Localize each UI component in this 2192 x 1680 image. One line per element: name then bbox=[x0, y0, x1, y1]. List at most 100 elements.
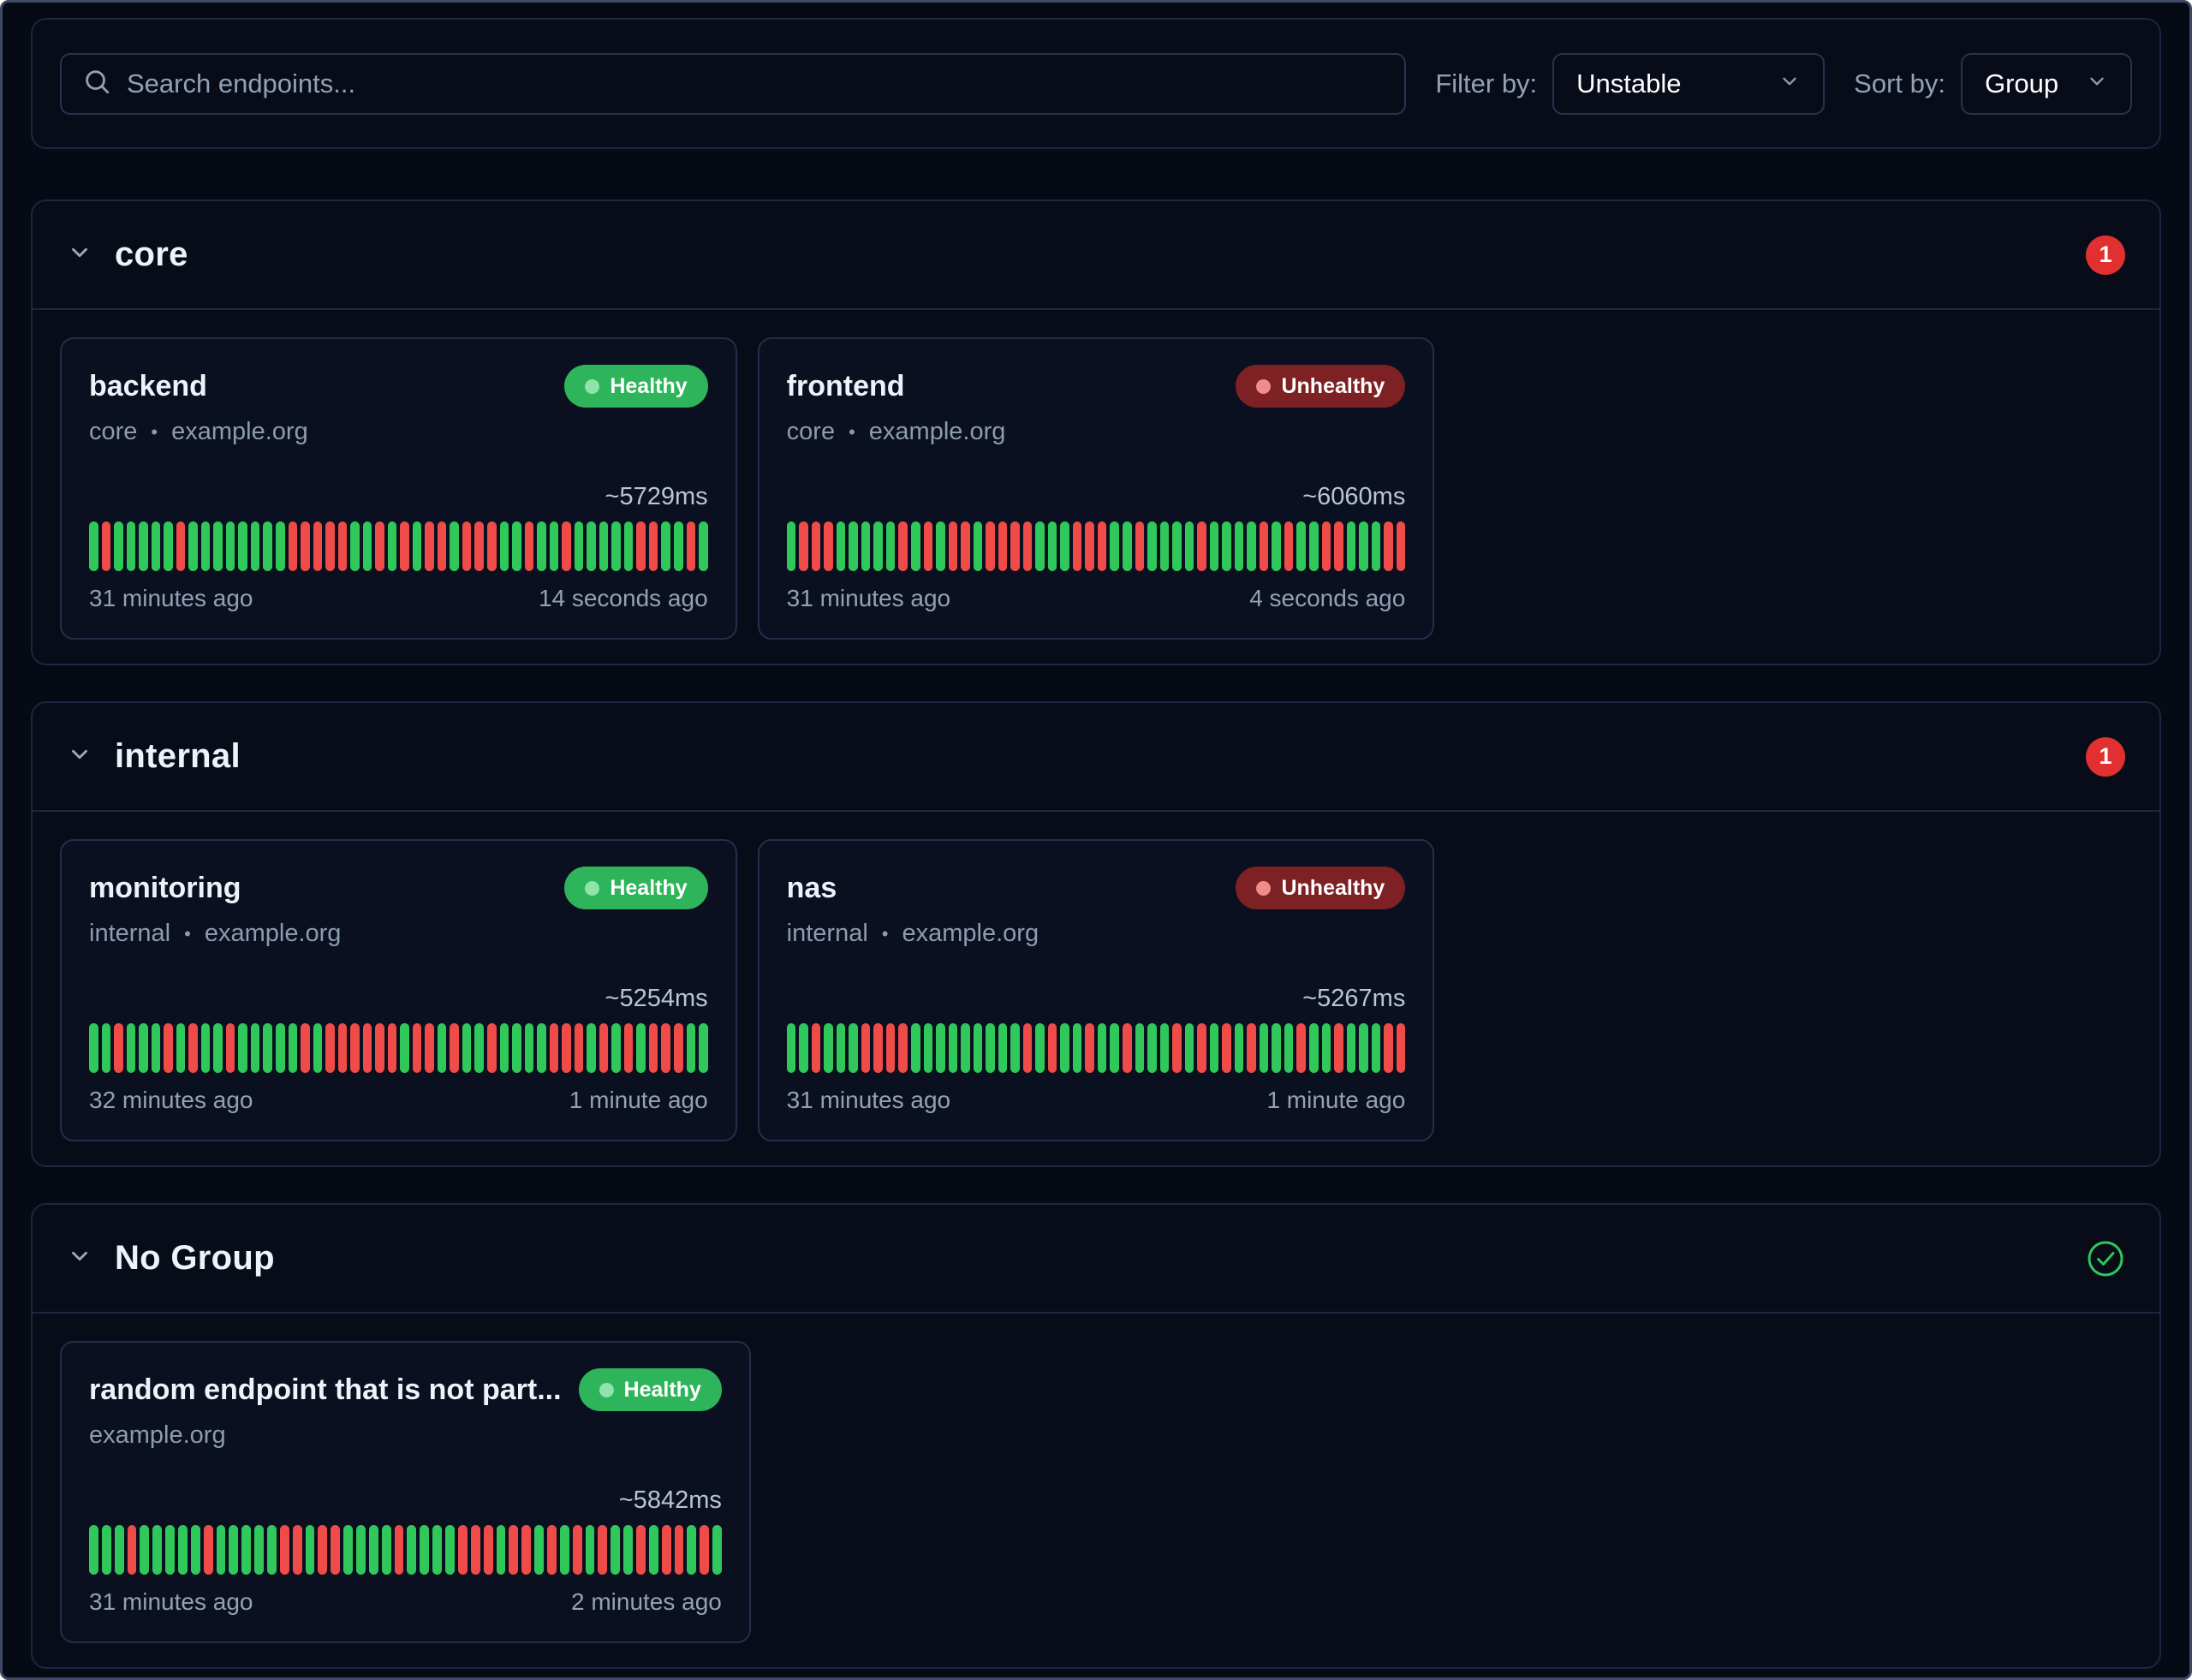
uptime-bar-success[interactable] bbox=[836, 521, 846, 571]
uptime-bar-success[interactable] bbox=[188, 521, 198, 571]
uptime-bar-success[interactable] bbox=[1308, 1023, 1319, 1073]
uptime-bar-success[interactable] bbox=[151, 521, 161, 571]
uptime-bar-failure[interactable] bbox=[700, 1525, 710, 1575]
uptime-bar-failure[interactable] bbox=[661, 1023, 670, 1073]
uptime-bar-success[interactable] bbox=[824, 1023, 833, 1073]
uptime-bar-success[interactable] bbox=[885, 521, 896, 571]
uptime-bar-success[interactable] bbox=[263, 521, 272, 571]
uptime-bar-success[interactable] bbox=[799, 1023, 808, 1073]
uptime-bar-success[interactable] bbox=[559, 1525, 569, 1575]
uptime-bar-success[interactable] bbox=[599, 521, 609, 571]
uptime-bar-success[interactable] bbox=[432, 1525, 443, 1575]
uptime-bar-failure[interactable] bbox=[861, 1023, 871, 1073]
uptime-bar-failure[interactable] bbox=[375, 521, 384, 571]
uptime-bar-success[interactable] bbox=[1110, 521, 1119, 571]
uptime-bar-failure[interactable] bbox=[483, 1525, 493, 1575]
uptime-bar-success[interactable] bbox=[400, 1023, 409, 1073]
uptime-bar-success[interactable] bbox=[126, 521, 136, 571]
uptime-bar-success[interactable] bbox=[524, 1023, 534, 1073]
uptime-bar-success[interactable] bbox=[961, 1023, 970, 1073]
uptime-bar-success[interactable] bbox=[923, 1023, 933, 1073]
uptime-bar-failure[interactable] bbox=[1010, 521, 1020, 571]
uptime-bar-success[interactable] bbox=[213, 1023, 223, 1073]
uptime-bar-failure[interactable] bbox=[1247, 1023, 1256, 1073]
uptime-bar-failure[interactable] bbox=[623, 1023, 634, 1073]
uptime-bar-success[interactable] bbox=[1159, 521, 1170, 571]
uptime-bar-failure[interactable] bbox=[450, 1023, 459, 1073]
uptime-bar-success[interactable] bbox=[139, 521, 148, 571]
uptime-bar-success[interactable] bbox=[101, 1525, 111, 1575]
uptime-bar-failure[interactable] bbox=[362, 1023, 372, 1073]
uptime-bar-success[interactable] bbox=[1321, 1023, 1331, 1073]
group-header-no-group[interactable]: No Group bbox=[33, 1205, 2159, 1314]
uptime-bar-success[interactable] bbox=[499, 521, 509, 571]
uptime-bar-failure[interactable] bbox=[509, 1525, 519, 1575]
uptime-bar-success[interactable] bbox=[1060, 521, 1069, 571]
uptime-bar-failure[interactable] bbox=[114, 1023, 123, 1073]
uptime-bar-success[interactable] bbox=[1371, 521, 1381, 571]
uptime-bar-failure[interactable] bbox=[799, 521, 808, 571]
uptime-bar-failure[interactable] bbox=[437, 521, 447, 571]
uptime-bar-success[interactable] bbox=[512, 1023, 521, 1073]
uptime-bar-failure[interactable] bbox=[1384, 1023, 1393, 1073]
uptime-bar-failure[interactable] bbox=[474, 521, 484, 571]
endpoint-card-random[interactable]: random endpoint that is not part... Heal… bbox=[60, 1341, 751, 1643]
uptime-bar-success[interactable] bbox=[936, 1023, 945, 1073]
uptime-bar-failure[interactable] bbox=[425, 521, 434, 571]
uptime-bar-success[interactable] bbox=[1346, 521, 1356, 571]
uptime-bar-failure[interactable] bbox=[673, 1023, 683, 1073]
uptime-bar-failure[interactable] bbox=[873, 1023, 883, 1073]
uptime-bar-failure[interactable] bbox=[127, 1525, 137, 1575]
uptime-bar-success[interactable] bbox=[699, 1023, 708, 1073]
uptime-bar-success[interactable] bbox=[178, 1525, 188, 1575]
uptime-bar-success[interactable] bbox=[101, 1023, 111, 1073]
uptime-bar-failure[interactable] bbox=[524, 521, 534, 571]
uptime-bar-success[interactable] bbox=[151, 1023, 161, 1073]
uptime-bar-failure[interactable] bbox=[331, 1525, 341, 1575]
uptime-bar-failure[interactable] bbox=[824, 521, 833, 571]
uptime-bar-success[interactable] bbox=[1359, 521, 1368, 571]
uptime-bar-success[interactable] bbox=[1272, 521, 1281, 571]
uptime-bar-success[interactable] bbox=[1272, 1023, 1281, 1073]
uptime-bar-success[interactable] bbox=[998, 1023, 1008, 1073]
uptime-bar-success[interactable] bbox=[164, 521, 173, 571]
uptime-bar-success[interactable] bbox=[712, 1525, 722, 1575]
uptime-bar-failure[interactable] bbox=[203, 1525, 213, 1575]
endpoint-card-nas[interactable]: nas Unhealthy internal • example.org ~52… bbox=[757, 839, 1435, 1141]
uptime-bar-success[interactable] bbox=[305, 1525, 315, 1575]
uptime-bar-success[interactable] bbox=[1222, 521, 1231, 571]
uptime-bar-success[interactable] bbox=[350, 521, 360, 571]
uptime-bar-failure[interactable] bbox=[164, 1023, 173, 1073]
uptime-bar-failure[interactable] bbox=[101, 521, 111, 571]
uptime-bar-success[interactable] bbox=[512, 521, 521, 571]
uptime-bar-success[interactable] bbox=[611, 1525, 621, 1575]
uptime-bar-success[interactable] bbox=[213, 521, 223, 571]
uptime-bar-success[interactable] bbox=[973, 1023, 983, 1073]
uptime-bar-success[interactable] bbox=[910, 1023, 920, 1073]
uptime-bar-failure[interactable] bbox=[562, 521, 571, 571]
uptime-bar-failure[interactable] bbox=[487, 521, 497, 571]
endpoint-card-backend[interactable]: backend Healthy core • example.org ~5729… bbox=[60, 337, 737, 640]
uptime-bar-success[interactable] bbox=[420, 1525, 430, 1575]
uptime-bar-success[interactable] bbox=[238, 521, 247, 571]
uptime-bar-success[interactable] bbox=[1010, 1023, 1020, 1073]
endpoint-card-frontend[interactable]: frontend Unhealthy core • example.org ~6… bbox=[757, 337, 1435, 640]
uptime-bar-failure[interactable] bbox=[1296, 1023, 1306, 1073]
uptime-bar-failure[interactable] bbox=[1284, 521, 1294, 571]
uptime-bar-success[interactable] bbox=[549, 521, 559, 571]
uptime-bar-failure[interactable] bbox=[1097, 521, 1107, 571]
uptime-bar-success[interactable] bbox=[1359, 1023, 1368, 1073]
uptime-bar-failure[interactable] bbox=[1072, 521, 1082, 571]
filter-dropdown[interactable]: Unstable bbox=[1552, 52, 1826, 115]
uptime-bar-success[interactable] bbox=[343, 1525, 354, 1575]
uptime-bar-success[interactable] bbox=[1308, 521, 1319, 571]
group-header-internal[interactable]: internal 1 bbox=[33, 703, 2159, 812]
uptime-bar-success[interactable] bbox=[387, 521, 397, 571]
search-box[interactable] bbox=[60, 52, 1407, 115]
uptime-bar-failure[interactable] bbox=[648, 1023, 658, 1073]
uptime-bar-success[interactable] bbox=[849, 521, 858, 571]
uptime-bar-failure[interactable] bbox=[1085, 521, 1094, 571]
uptime-bar-success[interactable] bbox=[611, 1023, 621, 1073]
uptime-bar-failure[interactable] bbox=[325, 521, 335, 571]
uptime-bar-success[interactable] bbox=[139, 1023, 148, 1073]
